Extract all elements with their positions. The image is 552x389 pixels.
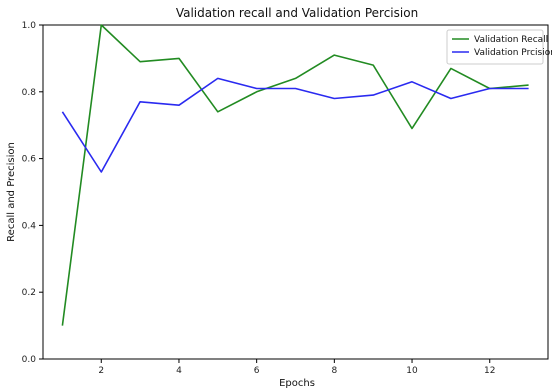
x-tick-label: 6 [254, 366, 260, 376]
legend-label: Validation Recall [474, 35, 548, 45]
y-tick-label: 0.6 [22, 155, 37, 165]
legend-label: Validation Prcision [474, 48, 552, 58]
legend: Validation Recall Validation Prcision [446, 29, 552, 65]
y-tick-label: 0.8 [22, 88, 37, 98]
series-line-precision [61, 77, 529, 173]
x-tick-label: 12 [484, 366, 495, 376]
plot-frame [42, 24, 549, 360]
x-tick-label: 2 [98, 366, 104, 376]
chart-title: Validation recall and Validation Percisi… [176, 6, 418, 20]
legend-box [446, 29, 544, 65]
series-line-recall [61, 24, 529, 326]
x-axis-title: Epochs [279, 378, 315, 389]
y-tick-label: 0.4 [22, 221, 37, 231]
y-axis-title: Recall and Precision [6, 142, 17, 242]
x-tick-label: 10 [406, 366, 418, 376]
x-tick-label: 8 [331, 366, 337, 376]
y-tick-label: 1.0 [22, 21, 37, 31]
plot-area: 2 4 6 8 10 12 0.0 0.2 0.4 0.6 0.8 1.0 [22, 21, 549, 376]
x-tick-label: 4 [176, 366, 182, 376]
y-tick-label: 0.0 [22, 355, 37, 365]
y-tick-label: 0.2 [22, 288, 36, 298]
